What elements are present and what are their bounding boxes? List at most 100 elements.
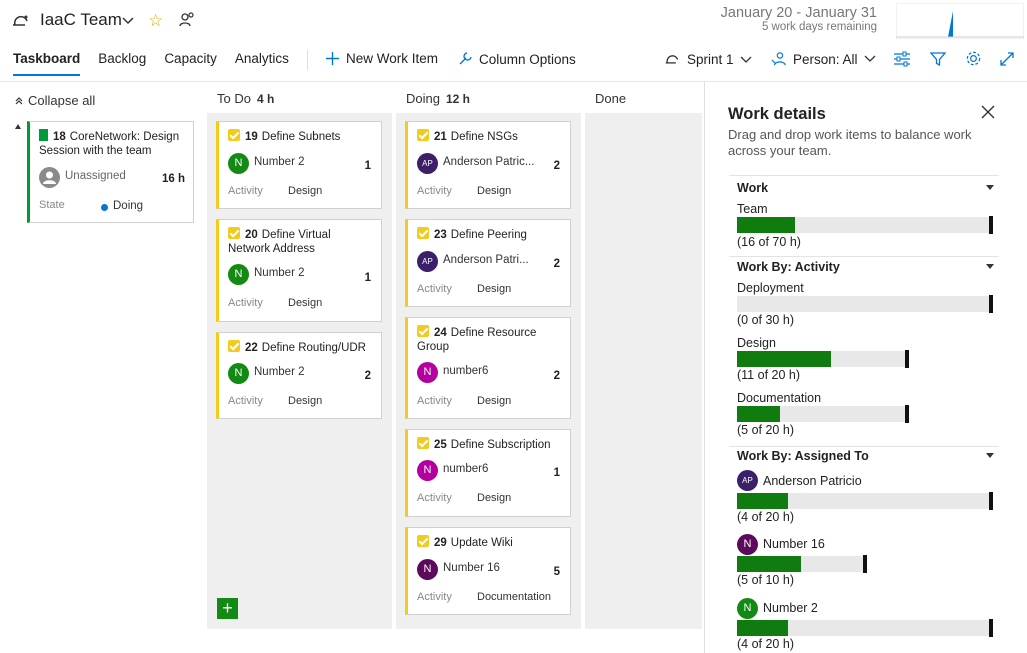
task-hours[interactable]: 5 <box>553 566 560 578</box>
page-header: IaaC Team ☆ January 20 - January 31 5 wo… <box>0 0 1027 82</box>
favorite-star-icon[interactable]: ☆ <box>148 11 164 30</box>
activity-value[interactable]: Design <box>288 395 323 407</box>
bar-capacity-marker <box>905 405 909 423</box>
column-options-label: Column Options <box>479 51 576 67</box>
task-hours[interactable]: 1 <box>364 272 371 284</box>
new-work-item-button[interactable]: New Work Item <box>325 51 438 66</box>
activity-value[interactable]: Design <box>288 185 323 197</box>
task-hours[interactable]: 2 <box>364 370 371 382</box>
bar-capacity-marker <box>989 216 993 234</box>
unassigned-avatar-icon <box>39 167 60 188</box>
task-hours[interactable]: 1 <box>553 467 560 479</box>
assignee-capacity-bar <box>737 555 867 573</box>
chevron-down-icon[interactable] <box>121 16 135 26</box>
task-card[interactable]: 25 Define Subscription N number6 1 Activi… <box>405 429 571 517</box>
sprint-selector[interactable]: Sprint 1 <box>664 51 752 68</box>
activity-value[interactable]: Design <box>477 185 512 197</box>
assignee-name: Number 2 <box>763 601 818 615</box>
team-name[interactable]: IaaC Team <box>40 10 122 29</box>
task-hours[interactable]: 1 <box>364 160 371 172</box>
activity-value[interactable]: Design <box>477 492 512 504</box>
activity-hours-note: (11 of 20 h) <box>737 368 801 382</box>
assigned-section-header[interactable]: Work By: Assigned To <box>737 449 869 463</box>
task-icon <box>417 227 429 239</box>
collapse-all-button[interactable]: Collapse all <box>14 93 95 108</box>
task-assignee[interactable]: Number 2 <box>254 366 305 378</box>
activity-label: Activity <box>417 492 452 504</box>
task-assignee[interactable]: Number 16 <box>443 562 500 574</box>
row-collapse-toggle[interactable] <box>15 124 21 129</box>
assignee-hours-note: (5 of 10 h) <box>737 573 794 587</box>
activity-value[interactable]: Design <box>477 283 512 295</box>
settings-sliders-icon[interactable] <box>893 51 911 67</box>
task-icon <box>417 437 429 449</box>
task-card[interactable]: 23 Define Peering AP Anderson Patri... 2 … <box>405 219 571 307</box>
task-assignee[interactable]: Number 2 <box>254 267 305 279</box>
chevron-down-icon <box>740 56 751 63</box>
expand-icon[interactable] <box>999 51 1015 67</box>
tab-taskboard[interactable]: Taskboard <box>13 51 81 76</box>
activity-capacity-bar <box>737 405 909 423</box>
bar-capacity-marker <box>863 555 867 573</box>
date-range-text: January 20 - January 31 <box>720 5 877 21</box>
task-title: 19 Define Subnets <box>228 129 373 144</box>
team-members-icon[interactable] <box>178 11 196 29</box>
task-hours[interactable]: 2 <box>553 258 560 270</box>
person-filter[interactable]: Person: All <box>771 51 876 67</box>
close-icon[interactable] <box>981 105 995 119</box>
lane-done[interactable] <box>585 113 702 629</box>
task-icon <box>417 325 429 337</box>
section-divider <box>729 175 999 176</box>
task-assignee[interactable]: Number 2 <box>254 156 305 168</box>
caret-down-icon[interactable] <box>986 185 994 190</box>
activity-value[interactable]: Design <box>477 395 512 407</box>
work-details-panel: Work details Drag and drop work items to… <box>704 82 1027 653</box>
task-assignee[interactable]: number6 <box>443 365 489 377</box>
task-assignee[interactable]: number6 <box>443 463 489 475</box>
caret-down-icon[interactable] <box>986 453 994 458</box>
task-card[interactable]: 20 Define Virtual Network Address N Numbe… <box>216 219 382 322</box>
story-assignee[interactable]: Unassigned <box>65 170 126 182</box>
activity-section-header[interactable]: Work By: Activity <box>737 260 840 274</box>
task-title: 21 Define NSGs <box>417 129 562 144</box>
assignee-name: Anderson Patricio <box>763 474 862 488</box>
add-task-button[interactable]: + <box>217 598 238 619</box>
activity-label: Activity <box>417 185 452 197</box>
task-title: 23 Define Peering <box>417 227 562 242</box>
task-card[interactable]: 21 Define NSGs AP Anderson Patric... 2 Ac… <box>405 121 571 209</box>
activity-value[interactable]: Design <box>288 297 323 309</box>
column-options-button[interactable]: Column Options <box>457 51 576 67</box>
section-divider <box>729 446 999 447</box>
bar-fill <box>737 556 801 572</box>
filter-icon[interactable] <box>930 51 946 67</box>
tab-capacity[interactable]: Capacity <box>164 51 217 66</box>
activity-value[interactable]: Documentation <box>477 591 551 603</box>
task-card[interactable]: 22 Define Routing/UDR N Number 2 2 Activi… <box>216 332 382 419</box>
bar-fill <box>737 620 788 636</box>
tab-analytics[interactable]: Analytics <box>234 51 289 66</box>
activity-name: Documentation <box>737 391 822 405</box>
avatar: N <box>228 153 249 174</box>
gear-icon[interactable] <box>965 50 982 67</box>
caret-down-icon[interactable] <box>986 264 994 269</box>
story-card[interactable]: 18 CoreNetwork: Design Session with the t… <box>27 121 194 223</box>
burndown-sparkline[interactable] <box>896 3 1024 39</box>
story-state[interactable]: Doing <box>113 200 144 212</box>
task-card[interactable]: 29 Update Wiki N Number 16 5 Activity Doc… <box>405 527 571 615</box>
collapse-all-label: Collapse all <box>28 93 96 108</box>
work-section-header[interactable]: Work <box>737 181 769 195</box>
task-hours[interactable]: 2 <box>553 370 560 382</box>
activity-hours-note: (5 of 20 h) <box>737 423 794 437</box>
assignee-capacity-bar <box>737 492 993 510</box>
task-hours[interactable]: 2 <box>553 160 560 172</box>
task-assignee[interactable]: Anderson Patric... <box>443 156 535 168</box>
task-card[interactable]: 19 Define Subnets N Number 2 1 Activity D… <box>216 121 382 209</box>
tab-backlog[interactable]: Backlog <box>98 51 147 66</box>
bar-capacity-marker <box>989 295 993 313</box>
task-assignee[interactable]: Anderson Patri... <box>443 254 529 266</box>
task-card[interactable]: 24 Define Resource Group N number6 2 Acti… <box>405 317 571 419</box>
toolbar-divider <box>307 50 308 70</box>
team-icon <box>11 11 31 31</box>
task-title: 29 Update Wiki <box>417 535 562 550</box>
activity-label: Activity <box>228 395 263 407</box>
